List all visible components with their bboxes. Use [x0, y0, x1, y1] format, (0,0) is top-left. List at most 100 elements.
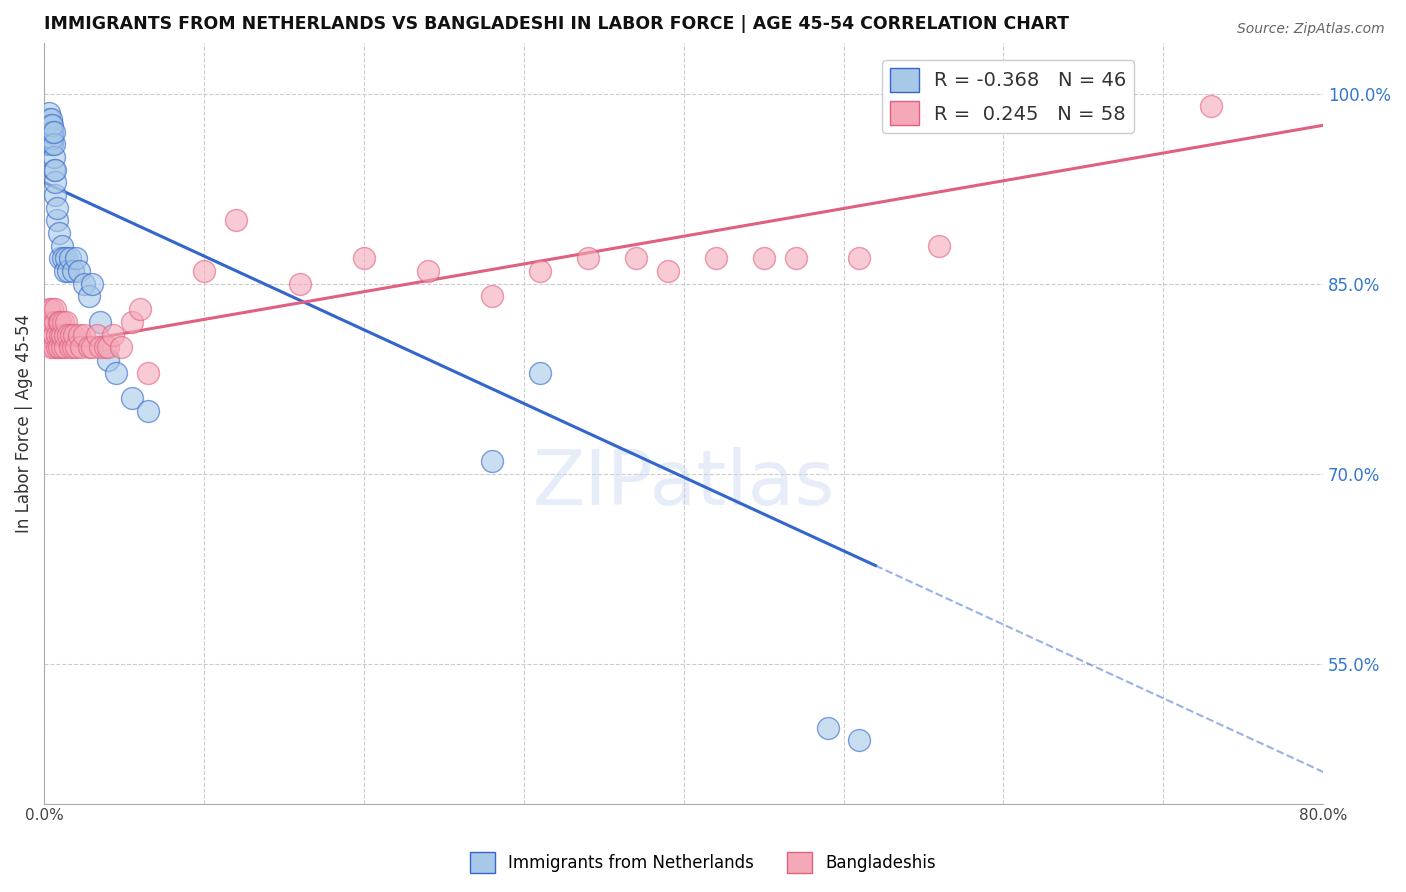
- Point: [38, 327, 60, 342]
- Point: [48, 226, 70, 240]
- Point: [53, 264, 76, 278]
- Point: [65, 340, 87, 354]
- Point: [49, 327, 72, 342]
- Point: [44, 188, 66, 202]
- Point: [42, 340, 65, 354]
- Point: [37, 125, 59, 139]
- Point: [42, 150, 65, 164]
- Point: [39, 125, 62, 139]
- Point: [225, 213, 247, 227]
- Point: [752, 252, 775, 266]
- Point: [136, 403, 159, 417]
- Point: [52, 315, 75, 329]
- Point: [97, 340, 120, 354]
- Point: [56, 327, 79, 342]
- Point: [1199, 99, 1222, 113]
- Point: [37, 315, 59, 329]
- Point: [89, 315, 111, 329]
- Text: IMMIGRANTS FROM NETHERLANDS VS BANGLADESHI IN LABOR FORCE | AGE 45-54 CORRELATIO: IMMIGRANTS FROM NETHERLANDS VS BANGLADES…: [44, 15, 1069, 33]
- Point: [59, 252, 82, 266]
- Point: [121, 391, 143, 405]
- Point: [63, 327, 86, 342]
- Point: [481, 454, 503, 468]
- Point: [44, 175, 66, 189]
- Point: [94, 340, 117, 354]
- Point: [44, 162, 66, 177]
- Point: [353, 252, 375, 266]
- Point: [51, 239, 73, 253]
- Point: [60, 327, 83, 342]
- Point: [657, 264, 679, 278]
- Point: [73, 327, 96, 342]
- Point: [704, 252, 727, 266]
- Point: [55, 315, 77, 329]
- Point: [59, 340, 82, 354]
- Point: [80, 277, 103, 291]
- Point: [51, 327, 73, 342]
- Point: [37, 137, 59, 152]
- Point: [817, 721, 839, 735]
- Point: [785, 252, 807, 266]
- Point: [97, 352, 120, 367]
- Point: [41, 118, 63, 132]
- Point: [49, 315, 72, 329]
- Point: [45, 340, 67, 354]
- Point: [848, 733, 870, 747]
- Point: [67, 327, 90, 342]
- Point: [110, 340, 132, 354]
- Point: [42, 162, 65, 177]
- Point: [48, 340, 70, 354]
- Point: [62, 264, 84, 278]
- Point: [481, 289, 503, 303]
- Point: [45, 327, 67, 342]
- Point: [41, 315, 63, 329]
- Text: ZIPatlas: ZIPatlas: [533, 447, 835, 521]
- Point: [416, 264, 439, 278]
- Point: [288, 277, 311, 291]
- Point: [53, 327, 76, 342]
- Point: [45, 201, 67, 215]
- Point: [529, 366, 551, 380]
- Point: [42, 125, 65, 139]
- Point: [70, 340, 93, 354]
- Point: [55, 252, 77, 266]
- Point: [77, 340, 100, 354]
- Point: [41, 125, 63, 139]
- Legend: Immigrants from Netherlands, Bangladeshis: Immigrants from Netherlands, Bangladeshi…: [463, 846, 943, 880]
- Point: [41, 302, 63, 317]
- Point: [42, 137, 65, 152]
- Text: Source: ZipAtlas.com: Source: ZipAtlas.com: [1237, 22, 1385, 37]
- Point: [101, 327, 124, 342]
- Point: [45, 213, 67, 227]
- Point: [38, 105, 60, 120]
- Point: [41, 131, 63, 145]
- Point: [51, 340, 73, 354]
- Point: [44, 315, 66, 329]
- Point: [928, 239, 950, 253]
- Point: [67, 264, 90, 278]
- Point: [89, 340, 111, 354]
- Point: [38, 302, 60, 317]
- Point: [62, 340, 84, 354]
- Point: [624, 252, 647, 266]
- Point: [38, 112, 60, 126]
- Point: [41, 137, 63, 152]
- Point: [105, 366, 128, 380]
- Point: [529, 264, 551, 278]
- Point: [39, 340, 62, 354]
- Point: [136, 366, 159, 380]
- Point: [39, 118, 62, 132]
- Point: [56, 264, 79, 278]
- Point: [52, 252, 75, 266]
- Point: [65, 252, 87, 266]
- Point: [39, 131, 62, 145]
- Point: [53, 340, 76, 354]
- Y-axis label: In Labor Force | Age 45-54: In Labor Force | Age 45-54: [15, 314, 32, 533]
- Point: [44, 302, 66, 317]
- Point: [193, 264, 215, 278]
- Point: [38, 118, 60, 132]
- Legend: R = -0.368   N = 46, R =  0.245   N = 58: R = -0.368 N = 46, R = 0.245 N = 58: [882, 61, 1135, 133]
- Point: [39, 137, 62, 152]
- Point: [129, 302, 152, 317]
- Point: [848, 252, 870, 266]
